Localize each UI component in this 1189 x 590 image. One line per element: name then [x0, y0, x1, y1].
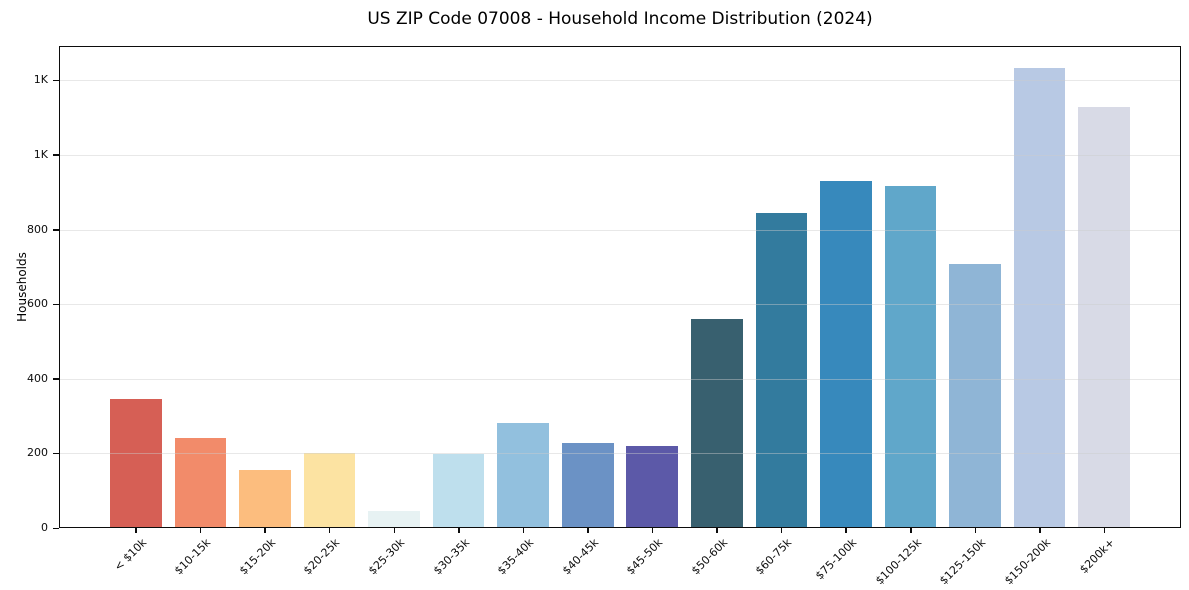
- y-tick-label-0: 0: [41, 521, 48, 534]
- y-tick-mark-1: [53, 452, 59, 455]
- bar-$60-75k: [755, 212, 808, 528]
- bar-$50-60k: [691, 319, 743, 528]
- gridline-3: [59, 304, 1181, 306]
- y-tick-mark-0: [53, 527, 59, 529]
- gridline-1: [59, 453, 1181, 455]
- x-tick-label-2: $15-20k: [236, 536, 279, 578]
- bar-$200k+: [1078, 107, 1130, 528]
- y-tick-mark-2: [53, 378, 59, 380]
- bar-$125-150k: [949, 264, 1001, 528]
- bar-$20-25k: [303, 453, 356, 528]
- y-tick-label-3: 600: [27, 297, 48, 311]
- x-tick-label-7: $40-45k: [559, 536, 601, 578]
- bar-$75-100k: [820, 181, 872, 528]
- gridline-5: [59, 154, 1181, 156]
- y-tick-label-6: 1K: [33, 73, 48, 87]
- x-tick-label-8: $45-50k: [624, 536, 666, 578]
- gridline-4: [59, 229, 1181, 231]
- bar-$25-30k: [368, 511, 420, 528]
- x-tick-label-13: $125-150k: [937, 536, 989, 588]
- y-tick-mark-3: [53, 303, 59, 306]
- bar-$15-20k: [239, 470, 291, 528]
- x-tick-mark-2: [264, 528, 266, 533]
- y-tick-mark-5: [53, 154, 59, 156]
- x-tick-label-0: < $10k: [111, 536, 150, 574]
- x-tick-label-11: $75-100k: [812, 536, 860, 583]
- y-axis-label: Households: [15, 252, 29, 322]
- x-tick-label-14: $150-200k: [1001, 536, 1053, 588]
- chart-title: US ZIP Code 07008 - Household Income Dis…: [367, 9, 873, 29]
- x-tick-label-4: $25-30k: [365, 536, 408, 578]
- x-tick-label-5: $30-35k: [430, 536, 472, 578]
- x-tick-mark-14: [1039, 528, 1041, 533]
- plot-frame: [59, 46, 1181, 528]
- x-tick-label-12: $100-125k: [872, 536, 924, 588]
- gridline-2: [59, 378, 1181, 380]
- x-tick-mark-5: [458, 528, 460, 533]
- bar-$10-15k: [174, 438, 227, 528]
- x-tick-label-1: $10-15k: [172, 536, 214, 578]
- bar-$100-125k: [884, 185, 937, 528]
- x-tick-label-6: $35-40k: [495, 536, 537, 578]
- y-tick-label-1: 200: [27, 446, 48, 460]
- x-tick-mark-15: [1103, 528, 1106, 533]
- x-tick-mark-0: [135, 528, 137, 533]
- y-tick-label-4: 800: [27, 222, 48, 236]
- x-tick-mark-8: [651, 528, 654, 533]
- plot-area: [59, 46, 1181, 528]
- bar-$45-50k: [626, 445, 679, 528]
- bar-$40-45k: [561, 442, 614, 528]
- x-tick-mark-7: [587, 528, 589, 533]
- bar-< $10k: [110, 399, 162, 528]
- x-tick-mark-1: [199, 528, 202, 533]
- bar-$150-200k: [1013, 68, 1066, 528]
- bar-$35-40k: [497, 422, 549, 528]
- y-tick-mark-4: [53, 229, 59, 231]
- x-tick-label-9: $50-60k: [688, 536, 731, 578]
- x-tick-mark-13: [974, 528, 977, 533]
- x-tick-mark-10: [780, 528, 783, 533]
- y-tick-label-5: 1K: [33, 147, 48, 161]
- x-tick-mark-4: [393, 528, 396, 533]
- x-tick-mark-6: [522, 528, 525, 533]
- bar-$30-35k: [432, 454, 485, 528]
- y-tick-mark-6: [53, 79, 59, 82]
- x-tick-mark-12: [910, 528, 912, 533]
- x-tick-label-10: $60-75k: [753, 536, 795, 578]
- x-tick-label-3: $20-25k: [301, 536, 343, 578]
- x-tick-mark-11: [845, 528, 847, 533]
- y-tick-label-2: 400: [27, 371, 48, 385]
- x-tick-mark-9: [716, 528, 718, 533]
- x-tick-label-15: $200k+: [1077, 536, 1118, 577]
- x-tick-mark-3: [328, 528, 331, 533]
- gridline-6: [59, 80, 1181, 82]
